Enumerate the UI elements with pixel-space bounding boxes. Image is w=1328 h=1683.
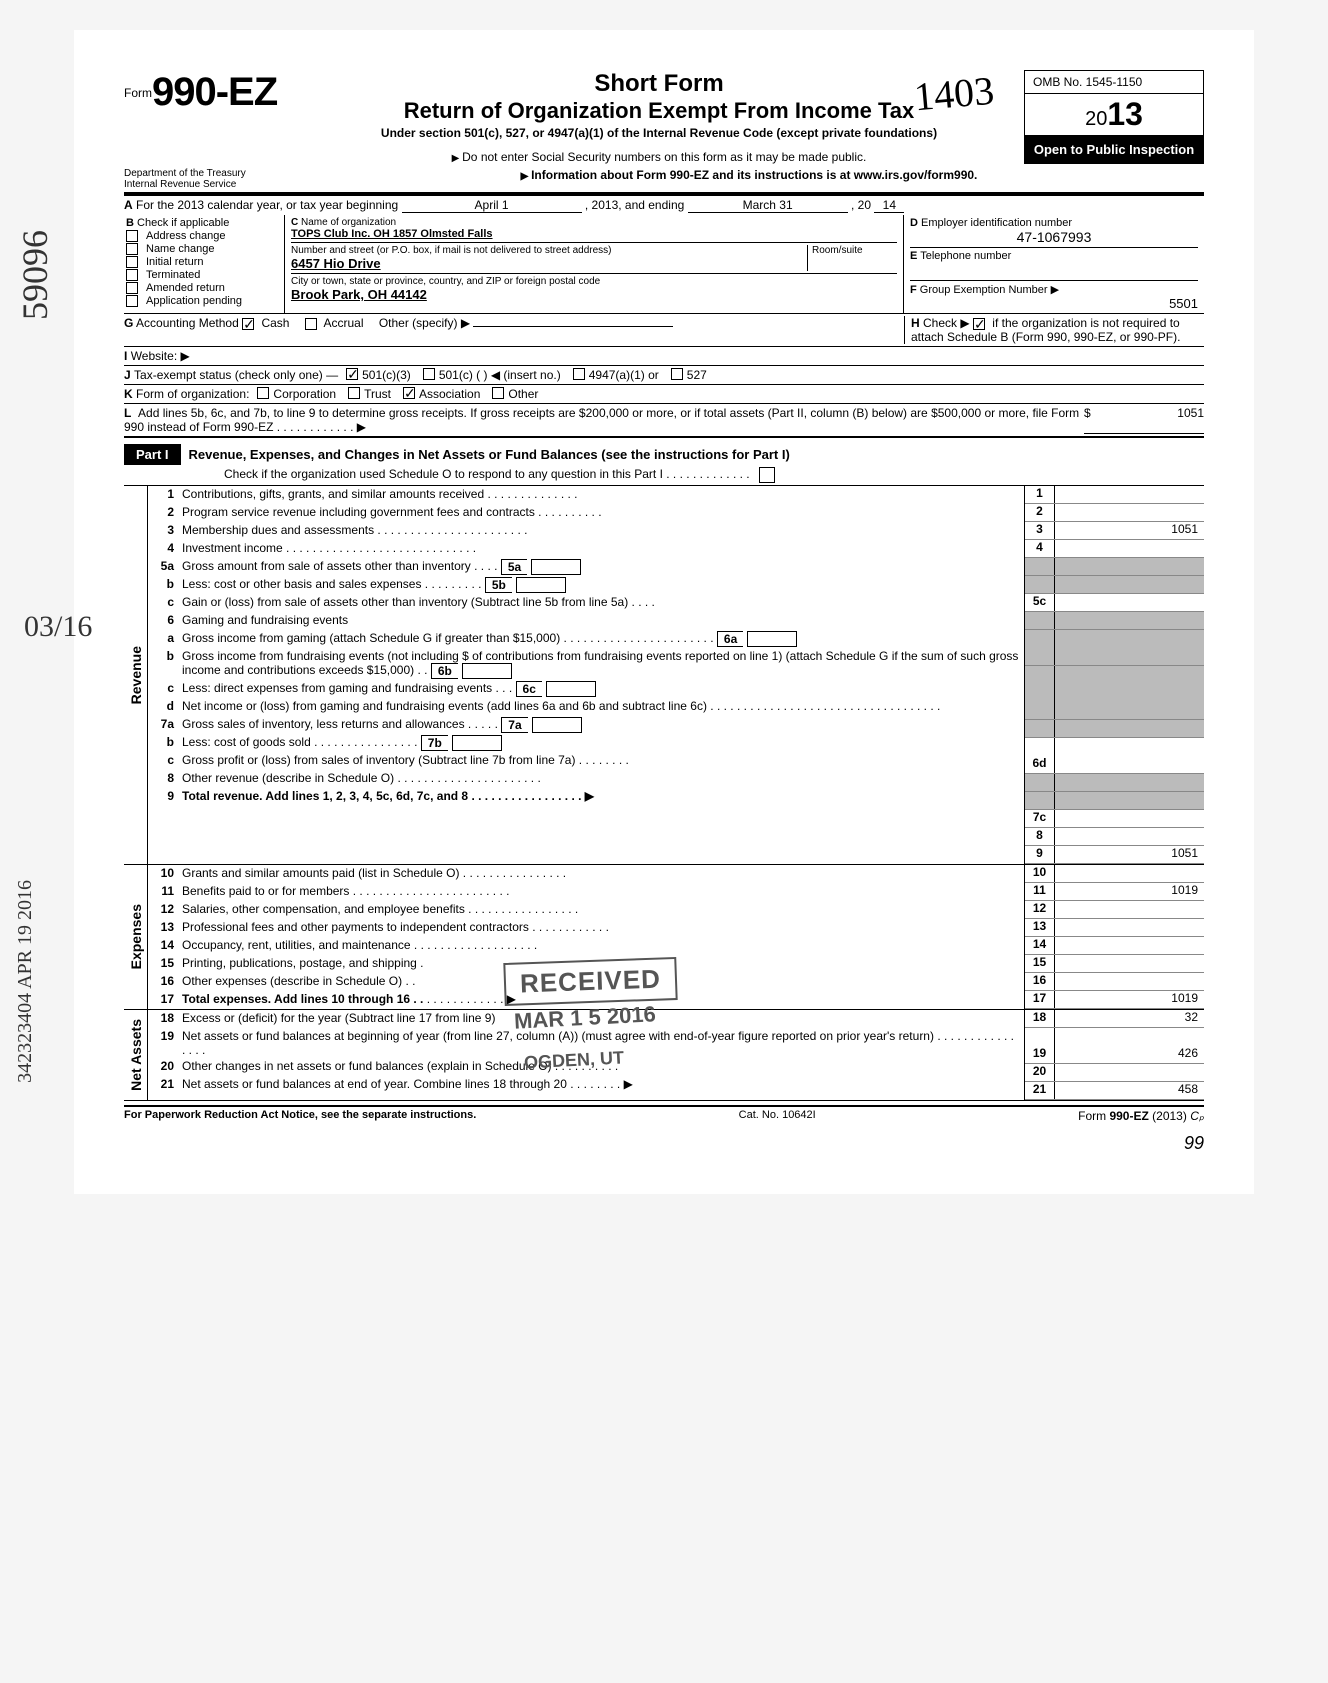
chk-name-change[interactable]: Name change xyxy=(126,243,282,255)
hw-mid: 03/16 xyxy=(24,610,92,644)
chk-schedule-o[interactable] xyxy=(759,467,775,483)
title-block: Short Form Return of Organization Exempt… xyxy=(314,70,1004,164)
amt-19: 426 xyxy=(1055,1028,1204,1063)
page-number: 99 xyxy=(124,1133,1204,1154)
expenses-section: Expenses 10Grants and similar amounts pa… xyxy=(124,864,1204,1009)
line-5b-box[interactable] xyxy=(516,577,566,593)
amt-17: 1019 xyxy=(1055,991,1204,1008)
org-city: Brook Park, OH 44142 xyxy=(291,287,897,302)
form-header: Form 990-EZ Short Form Return of Organiz… xyxy=(124,70,1204,164)
form-word: Form xyxy=(124,86,152,100)
year-begin: April 1 xyxy=(402,198,582,213)
j-row: J Tax-exempt status (check only one) — 5… xyxy=(124,366,1204,385)
org-name: TOPS Club Inc. OH 1857 Olmsted Falls xyxy=(291,228,897,240)
chk-cash[interactable] xyxy=(242,318,254,330)
dept-row: Department of the Treasury Internal Reve… xyxy=(124,168,1204,194)
i-row: I Website: ▶ xyxy=(124,347,1204,366)
dept-treasury: Department of the Treasury Internal Reve… xyxy=(124,168,294,190)
footer-notice: For Paperwork Reduction Act Notice, see … xyxy=(124,1109,476,1123)
k-row: K Form of organization: Corporation Trus… xyxy=(124,385,1204,404)
netassets-section: Net Assets 18Excess or (deficit) for the… xyxy=(124,1009,1204,1101)
chk-terminated[interactable]: Terminated xyxy=(126,269,282,281)
hw-side: 342323404 APR 19 2016 xyxy=(14,880,37,1083)
year-end: March 31 xyxy=(688,198,848,213)
expenses-amounts: 10 111019 12 13 14 15 16 171019 xyxy=(1024,865,1204,1009)
handwritten-scribble: 1403 xyxy=(912,67,996,121)
title-return: Return of Organization Exempt From Incom… xyxy=(314,98,1004,124)
amt-3: 1051 xyxy=(1055,522,1204,539)
amt-9: 1051 xyxy=(1055,846,1204,863)
form-page: 1403 Form 990-EZ Short Form Return of Or… xyxy=(74,30,1254,1194)
side-label-revenue: Revenue xyxy=(128,646,144,704)
title-under: Under section 501(c), 527, or 4947(a)(1)… xyxy=(314,126,1004,140)
line-5a-box[interactable] xyxy=(531,559,581,575)
form-number: 990-EZ xyxy=(152,70,277,115)
amt-21: 458 xyxy=(1055,1082,1204,1099)
chk-trust[interactable] xyxy=(348,387,360,399)
l-row: L Add lines 5b, 6c, and 7b, to line 9 to… xyxy=(124,404,1204,438)
chk-schedule-b[interactable] xyxy=(973,318,985,330)
line-7b-box[interactable] xyxy=(452,735,502,751)
footer-form: Form 990-EZ (2013) Cₚ xyxy=(1078,1109,1204,1123)
chk-initial-return[interactable]: Initial return xyxy=(126,256,282,268)
chk-4947[interactable] xyxy=(573,368,585,380)
netassets-amounts: 1832 19426 20 21458 xyxy=(1024,1010,1204,1100)
footer-cat: Cat. No. 10642I xyxy=(739,1109,816,1123)
footer: For Paperwork Reduction Act Notice, see … xyxy=(124,1105,1204,1123)
line-6c-box[interactable] xyxy=(546,681,596,697)
line-6b-box[interactable] xyxy=(462,663,512,679)
line-6a-box[interactable] xyxy=(747,631,797,647)
part-1-tag: Part I xyxy=(124,444,181,465)
gross-receipts: 1051 xyxy=(1177,406,1204,420)
chk-501c3[interactable] xyxy=(346,368,358,380)
chk-accrual[interactable] xyxy=(305,318,317,330)
hw-top: 59096 xyxy=(14,230,56,320)
form-id-block: Form 990-EZ xyxy=(124,70,294,115)
line-7a-box[interactable] xyxy=(532,717,582,733)
section-a: A For the 2013 calendar year, or tax yea… xyxy=(124,194,1204,215)
part-1-title: Revenue, Expenses, and Changes in Net As… xyxy=(189,447,1204,462)
chk-address-change[interactable]: Address change xyxy=(126,230,282,242)
chk-amended[interactable]: Amended return xyxy=(126,282,282,294)
bcdef-block: B Check if applicable Address change Nam… xyxy=(124,215,1204,314)
chk-527[interactable] xyxy=(671,368,683,380)
open-to-public: Open to Public Inspection xyxy=(1024,136,1204,164)
side-label-expenses: Expenses xyxy=(128,904,144,969)
year-end-yr: 14 xyxy=(874,198,904,213)
chk-assoc[interactable] xyxy=(403,387,415,399)
tax-year: 2013 xyxy=(1024,94,1204,136)
amt-11: 1019 xyxy=(1055,883,1204,900)
chk-501c[interactable] xyxy=(423,368,435,380)
revenue-section: Revenue 1Contributions, gifts, grants, a… xyxy=(124,485,1204,864)
ssn-note: Do not enter Social Security numbers on … xyxy=(314,150,1004,164)
revenue-amounts: 1 2 31051 4 5c 6d 7c 8 91051 xyxy=(1024,486,1204,864)
info-link: Information about Form 990-EZ and its in… xyxy=(294,168,1204,190)
org-street: 6457 Hio Drive xyxy=(291,256,807,271)
group-exemption: 5501 xyxy=(910,296,1198,311)
received-stamp: RECEIVED xyxy=(503,957,677,1006)
ein: 47-1067993 xyxy=(910,229,1198,245)
col-c: C Name of organization TOPS Club Inc. OH… xyxy=(284,215,904,313)
gh-row: G Accounting Method Cash Accrual Other (… xyxy=(124,314,1204,347)
amt-18: 32 xyxy=(1055,1010,1204,1027)
chk-other-org[interactable] xyxy=(492,387,504,399)
chk-app-pending[interactable]: Application pending xyxy=(126,295,282,307)
title-short-form: Short Form xyxy=(314,70,1004,98)
part-1-check: Check if the organization used Schedule … xyxy=(124,465,1204,485)
col-d: D Employer identification number 47-1067… xyxy=(904,215,1204,313)
omb-number: OMB No. 1545-1150 xyxy=(1024,70,1204,94)
omb-year-block: OMB No. 1545-1150 2013 Open to Public In… xyxy=(1024,70,1204,164)
side-label-netassets: Net Assets xyxy=(128,1019,144,1091)
col-b: B Check if applicable Address change Nam… xyxy=(124,215,284,313)
chk-corp[interactable] xyxy=(257,387,269,399)
part-1-header: Part I Revenue, Expenses, and Changes in… xyxy=(124,444,1204,465)
